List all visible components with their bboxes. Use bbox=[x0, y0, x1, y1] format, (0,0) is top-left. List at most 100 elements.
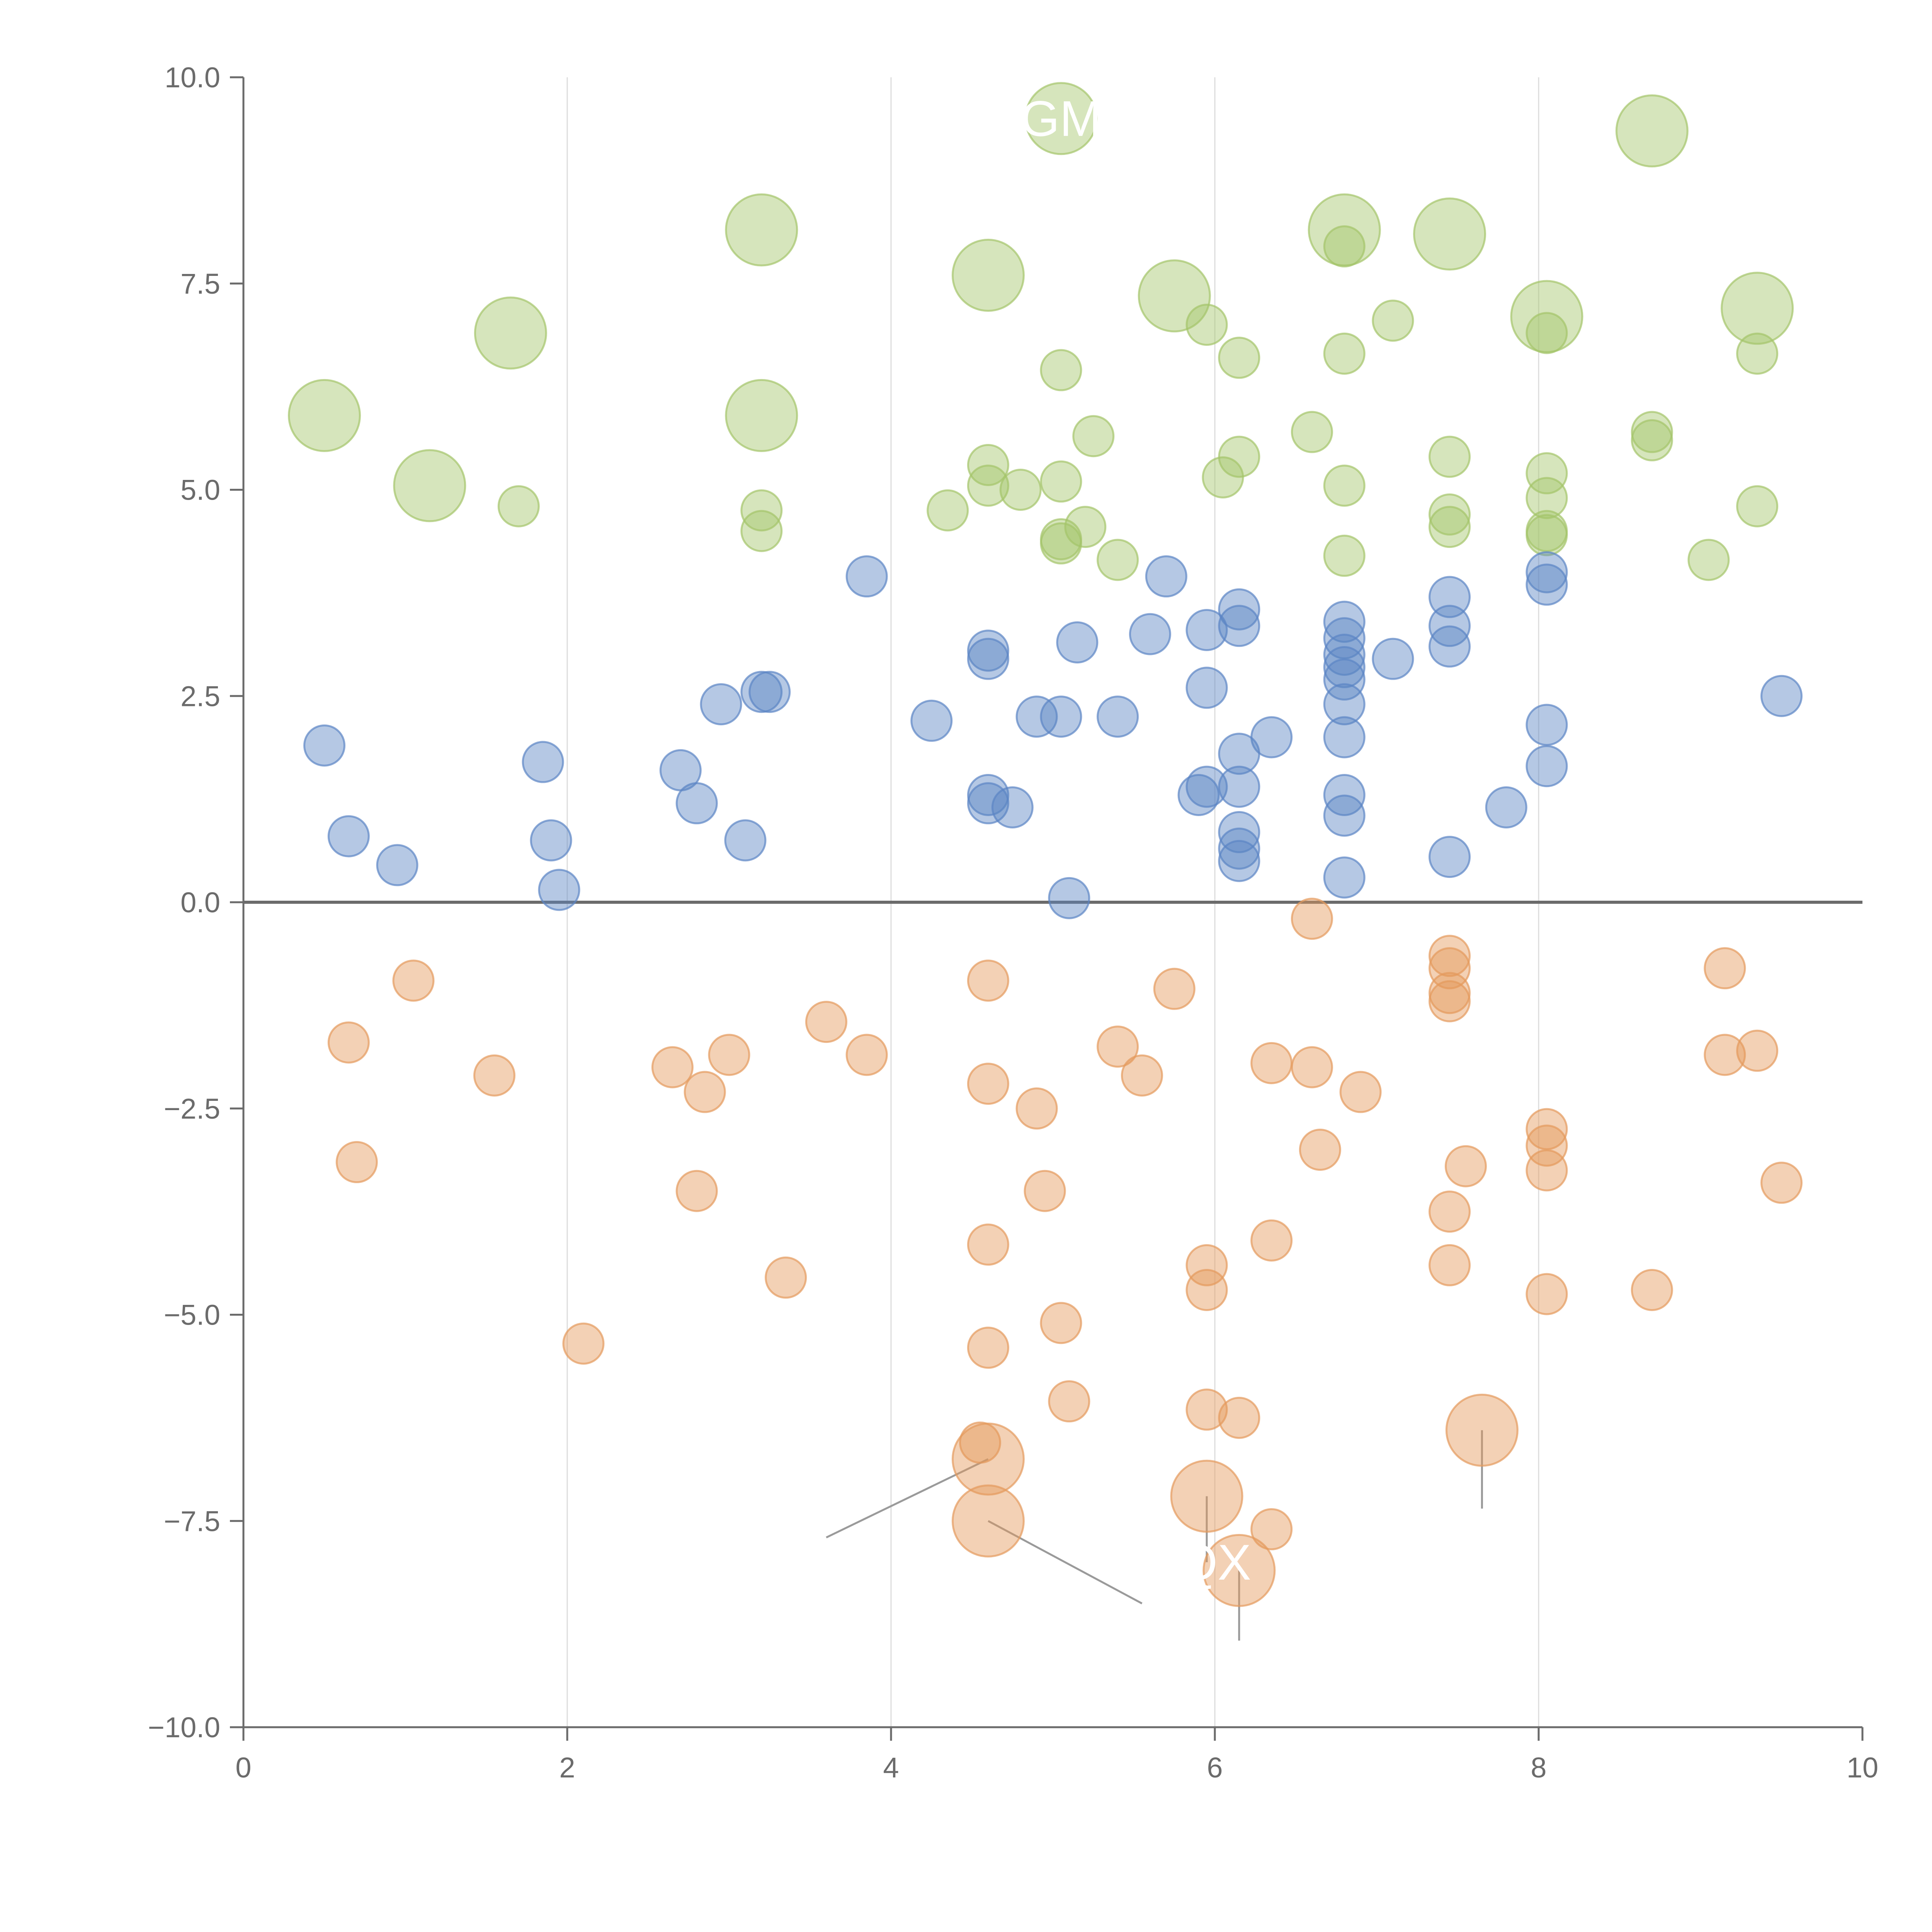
data-point-orange bbox=[1097, 1026, 1139, 1068]
y-tick-label: 7.5 bbox=[180, 268, 220, 300]
data-point-green bbox=[1323, 225, 1366, 268]
data-point-orange bbox=[1015, 1087, 1058, 1130]
data-point-orange bbox=[1704, 1034, 1746, 1076]
data-point-blue bbox=[1185, 609, 1228, 651]
data-point-green bbox=[1218, 337, 1260, 379]
data-point-green bbox=[1323, 332, 1366, 375]
data-point-blue bbox=[910, 699, 953, 742]
data-point-orange bbox=[951, 1484, 1025, 1558]
data-point-orange bbox=[1444, 1145, 1487, 1187]
data-point-green bbox=[967, 464, 1009, 507]
data-point-green bbox=[1202, 456, 1244, 498]
data-point-blue bbox=[1218, 588, 1260, 631]
data-point-orange bbox=[765, 1256, 807, 1299]
x-tick-label: 0 bbox=[235, 1752, 251, 1784]
y-tick-label: −5.0 bbox=[164, 1299, 220, 1331]
data-point-orange bbox=[473, 1054, 515, 1097]
data-point-orange bbox=[1429, 980, 1471, 1022]
data-point-blue bbox=[1323, 683, 1366, 726]
data-point-blue bbox=[530, 819, 572, 862]
data-point-green bbox=[1185, 304, 1228, 346]
data-point-green bbox=[1138, 259, 1211, 333]
data-point-orange bbox=[1704, 947, 1746, 990]
data-point-green bbox=[1615, 94, 1689, 168]
data-point-green bbox=[1526, 514, 1568, 556]
x-tick-label: 8 bbox=[1531, 1752, 1546, 1784]
data-point-green bbox=[1064, 506, 1107, 548]
data-point-blue bbox=[1323, 634, 1366, 676]
data-point-green bbox=[1526, 452, 1568, 495]
data-point-green bbox=[999, 469, 1042, 511]
data-point-orange bbox=[959, 1421, 1001, 1464]
y-tick-label: −10.0 bbox=[148, 1711, 220, 1743]
data-point-green bbox=[1291, 411, 1333, 453]
data-point-orange bbox=[1526, 1124, 1568, 1167]
data-point-orange bbox=[967, 1223, 1009, 1266]
data-point-blue bbox=[327, 815, 370, 857]
data-point-orange bbox=[1048, 1380, 1090, 1423]
y-tick-label: 5.0 bbox=[180, 474, 220, 506]
data-point-green bbox=[393, 449, 466, 522]
y-tick-label: 2.5 bbox=[180, 680, 220, 712]
data-point-orange bbox=[805, 1001, 847, 1043]
data-point-green bbox=[1526, 312, 1568, 354]
data-point-green bbox=[1736, 332, 1779, 375]
data-point-orange bbox=[951, 1422, 1025, 1496]
data-points bbox=[288, 82, 1803, 1607]
data-point-blue bbox=[1218, 827, 1260, 870]
data-point-green bbox=[927, 489, 969, 532]
data-point-orange bbox=[392, 959, 435, 1002]
data-point-orange bbox=[1631, 1269, 1673, 1311]
data-point-orange bbox=[967, 1327, 1009, 1369]
data-point-blue bbox=[1372, 638, 1414, 680]
data-point-orange bbox=[1526, 1149, 1568, 1192]
data-point-orange bbox=[651, 1046, 694, 1088]
data-point-blue bbox=[1323, 856, 1366, 899]
data-point-orange bbox=[1185, 1388, 1228, 1431]
x-tick-label: 2 bbox=[559, 1752, 575, 1784]
data-point-orange bbox=[1299, 1129, 1341, 1171]
axes: 0 2 4 6 8 10 −10.0 −7.5 −5.0 −2.5 0.0 2.5 5.0 7.5 10.0 bbox=[148, 61, 1878, 1784]
data-point-orange bbox=[1526, 1273, 1568, 1315]
data-point-green bbox=[1736, 485, 1779, 527]
data-point-blue bbox=[1526, 563, 1568, 606]
label-leader-line bbox=[826, 1458, 989, 1539]
data-point-orange bbox=[1185, 1269, 1228, 1311]
data-point-orange bbox=[1445, 1393, 1519, 1467]
y-tick-label: 10.0 bbox=[165, 61, 220, 94]
data-point-orange bbox=[1339, 1071, 1382, 1113]
data-point-orange bbox=[708, 1034, 750, 1076]
data-point-blue bbox=[1323, 646, 1366, 689]
x-tick-label: 4 bbox=[883, 1752, 899, 1784]
data-point-orange bbox=[1040, 1302, 1082, 1344]
y-tick-label: −7.5 bbox=[164, 1505, 220, 1537]
point-label: QX bbox=[1179, 1534, 1251, 1590]
data-point-green bbox=[725, 193, 798, 267]
data-point-orange bbox=[1526, 1108, 1568, 1150]
data-point-orange bbox=[1185, 1244, 1228, 1286]
data-point-green bbox=[497, 485, 540, 527]
data-point-blue bbox=[1526, 745, 1568, 787]
data-point-orange bbox=[967, 1063, 1009, 1105]
data-point-orange bbox=[1024, 1170, 1066, 1212]
data-point-green bbox=[1372, 299, 1414, 342]
data-point-blue bbox=[1323, 617, 1366, 660]
data-point-green bbox=[951, 238, 1025, 312]
point-labels: GM QX bbox=[1020, 90, 1251, 1590]
data-point-orange bbox=[1250, 1219, 1293, 1262]
data-point-orange bbox=[1291, 1046, 1333, 1088]
data-point-green bbox=[1040, 349, 1082, 391]
point-label: GM bbox=[1020, 90, 1101, 147]
data-point-blue bbox=[724, 819, 767, 862]
data-point-orange bbox=[1250, 1508, 1293, 1551]
data-point-blue bbox=[1485, 786, 1527, 828]
data-point-blue bbox=[845, 555, 888, 598]
data-point-blue bbox=[303, 724, 345, 767]
data-point-orange bbox=[1429, 935, 1471, 977]
data-point-green bbox=[1687, 539, 1730, 581]
data-point-green bbox=[1040, 460, 1082, 503]
data-point-orange bbox=[1202, 1534, 1276, 1607]
data-point-orange bbox=[1121, 1054, 1163, 1097]
data-point-orange bbox=[684, 1071, 726, 1113]
data-point-green bbox=[1323, 534, 1366, 577]
